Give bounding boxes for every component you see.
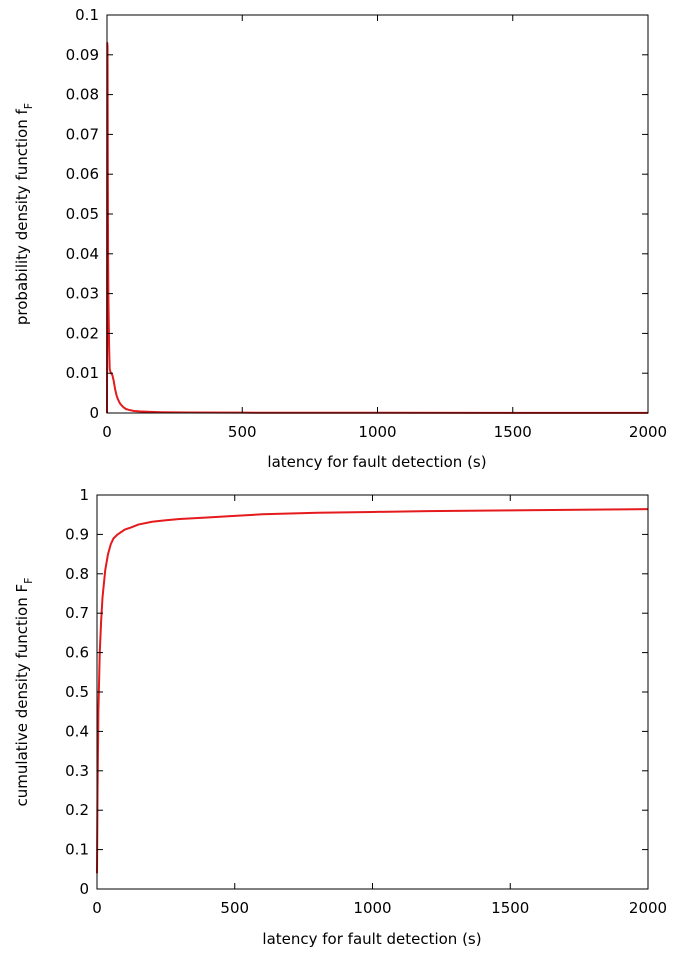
cdf-ytick-label: 1 [79,486,89,504]
pdf-ytick-label: 0.08 [66,86,99,104]
pdf-ytick-label: 0.09 [66,46,99,64]
pdf-series-line [106,41,649,414]
pdf-ytick-label: 0.01 [66,364,99,382]
cdf-ytick-label: 0 [79,880,89,898]
cdf-line-layer [96,508,649,874]
cdf-ytick-label: 0.6 [65,644,89,662]
pdf-y-axis-label-main: probability density function f [13,109,31,326]
cdf-xtick-label: 500 [220,899,249,917]
cdf-y-axis-label-subscript: F [22,578,35,584]
cdf-xtick-label: 2000 [629,899,667,917]
cdf-ytick-label: 0.2 [65,801,89,819]
cdf-series-line [96,508,649,874]
cdf-chart: 0 500 1000 1500 2000 00.10.20.30.40.50.60.70… [13,486,667,948]
pdf-ytick-label: 0.06 [66,165,99,183]
cdf-plot-frame [96,494,649,890]
cdf-ytick-label: 0.8 [65,565,89,583]
pdf-ytick-label: 0.05 [66,205,99,223]
cdf-xtick-label: 1500 [491,899,529,917]
pdf-ytick-label: 0.03 [66,285,99,303]
pdf-plot-frame [106,14,649,414]
pdf-xtick-label: 0 [102,423,112,441]
pdf-ytick-label: 0.07 [66,125,99,143]
pdf-y-axis-label: probability density function fF [13,103,35,325]
cdf-y-axis-label: cumulative density function FF [13,578,35,807]
cdf-y-axis-label-main: cumulative density function F [13,584,31,807]
pdf-xtick-label: 1000 [358,423,396,441]
cdf-xticks: 0 500 1000 1500 2000 [92,495,667,917]
pdf-yticks: 0 0.01 0.02 0.03 0.04 0.05 0.06 0.07 0.08 0.09 0.1 [66,6,648,422]
pdf-xtick-label: 2000 [629,423,667,441]
pdf-ytick-label: 0.02 [66,324,99,342]
pdf-ytick-label: 0.1 [75,6,99,24]
cdf-x-axis-label: latency for fault detection (s) [262,930,481,948]
pdf-xtick-label: 500 [228,423,257,441]
cdf-ytick-label: 0.7 [65,604,89,622]
pdf-ytick-label: 0.04 [66,245,99,263]
pdf-ytick-label: 0 [89,404,99,422]
cdf-ytick-label: 0.1 [65,841,89,859]
pdf-x-axis-label: latency for fault detection (s) [267,453,486,471]
cdf-yticks: 0 0.1 0.2 0.3 0.4 0.5 0.6 0.7 0.8 0.9 1 [65,486,648,898]
cdf-ytick-label: 0.5 [65,683,89,701]
pdf-chart: 0 500 1000 1500 2000 0 0.01 0.02 0.03 0.04 0.05 0.… [13,6,667,471]
cdf-ytick-label: 0.3 [65,762,89,780]
pdf-y-axis-label-subscript: F [22,103,35,109]
pdf-xticks: 0 500 1000 1500 2000 [102,15,667,441]
pdf-xtick-label: 1500 [494,423,532,441]
cdf-xtick-label: 0 [92,899,102,917]
cdf-ytick-label: 0.4 [65,722,89,740]
pdf-line-layer [106,41,649,414]
cdf-ytick-label: 0.9 [65,525,89,543]
cdf-xtick-label: 1000 [353,899,391,917]
